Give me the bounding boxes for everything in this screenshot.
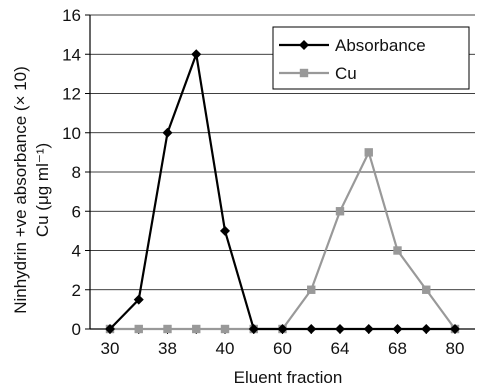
y-tick-label: 12: [62, 85, 81, 104]
data-point-absorbance: [191, 49, 202, 60]
y-tick-labels: 0 2 4 6 8 10 12 14 16: [62, 6, 81, 339]
data-point-absorbance: [392, 324, 403, 334]
data-point-absorbance: [162, 127, 173, 138]
y-tick-label: 4: [72, 242, 81, 261]
series-line-absorbance: [109, 49, 455, 331]
legend-box: [272, 26, 470, 90]
y-axis-label-line-1: Ninhydrin +ve absorbance (× 10): [11, 66, 30, 314]
x-tick-label: 40: [216, 339, 235, 358]
y-tick-label: 2: [72, 281, 81, 300]
y-tick-label: 10: [62, 124, 81, 143]
y-tick-label: 8: [72, 163, 81, 182]
y-axis-label-line-2: Cu (μg ml⁻¹): [33, 143, 52, 237]
legend-label-cu: Cu: [335, 64, 357, 83]
legend-marker-absorbance: [299, 40, 309, 50]
data-point-absorbance: [450, 324, 460, 334]
data-point-cu: [163, 324, 172, 334]
x-tick-label: 80: [446, 339, 465, 358]
data-point-cu: [422, 285, 431, 294]
legend-label-absorbance: Absorbance: [335, 36, 426, 55]
data-point-cu: [220, 324, 230, 334]
x-tick-labels: 30 38 40 60 64 68 80: [101, 339, 465, 358]
data-point-absorbance: [277, 324, 288, 334]
data-point-cu: [335, 207, 345, 216]
x-tick-label: 64: [331, 339, 350, 358]
data-point-cu: [393, 246, 402, 255]
data-point-absorbance: [220, 225, 230, 236]
x-tick-label: 30: [101, 339, 120, 358]
x-tick-label: 38: [158, 339, 177, 358]
series-group: [105, 49, 460, 334]
data-point-cu: [192, 324, 201, 334]
data-point-absorbance: [421, 324, 432, 334]
y-axis-label: Ninhydrin +ve absorbance (× 10) Cu (μg m…: [11, 66, 52, 314]
data-point-absorbance: [105, 324, 115, 334]
data-point-absorbance: [248, 324, 259, 334]
legend: Absorbance Cu: [272, 26, 470, 90]
data-point-absorbance: [133, 294, 144, 305]
legend-marker-cu: [299, 68, 309, 78]
x-axis-label: Eluent fraction: [234, 368, 343, 387]
data-point-cu: [307, 285, 316, 294]
y-tick-label: 16: [62, 6, 81, 25]
y-tick-label: 6: [72, 202, 81, 221]
series-absorbance: [105, 49, 460, 334]
series-cu: [105, 148, 460, 334]
x-tick-label: 68: [388, 339, 407, 358]
series-line-cu: [110, 149, 456, 331]
data-point-absorbance: [306, 324, 317, 334]
data-point-cu: [134, 324, 143, 334]
data-point-cu: [364, 148, 373, 157]
y-tick-label: 0: [72, 320, 81, 339]
x-tick-label: 60: [273, 339, 292, 358]
y-tick-label: 14: [62, 45, 81, 64]
data-point-absorbance: [363, 324, 374, 334]
data-point-absorbance: [335, 324, 345, 334]
